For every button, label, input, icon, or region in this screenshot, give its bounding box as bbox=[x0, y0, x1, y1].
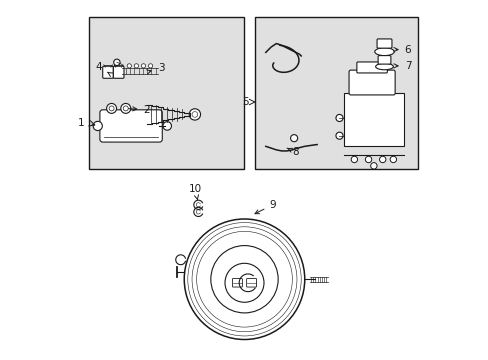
Circle shape bbox=[134, 64, 138, 68]
Text: 8: 8 bbox=[286, 147, 298, 157]
FancyBboxPatch shape bbox=[232, 279, 242, 287]
Circle shape bbox=[189, 109, 200, 120]
Circle shape bbox=[106, 103, 116, 113]
Circle shape bbox=[335, 132, 343, 139]
Ellipse shape bbox=[375, 63, 392, 70]
Circle shape bbox=[210, 246, 278, 313]
FancyBboxPatch shape bbox=[356, 62, 386, 73]
Circle shape bbox=[192, 112, 197, 117]
Text: 9: 9 bbox=[255, 200, 275, 214]
Text: 10: 10 bbox=[188, 184, 201, 199]
Circle shape bbox=[114, 59, 120, 66]
FancyBboxPatch shape bbox=[246, 279, 256, 287]
Bar bbox=[343, 93, 403, 146]
FancyBboxPatch shape bbox=[348, 70, 394, 95]
FancyBboxPatch shape bbox=[377, 55, 390, 64]
Circle shape bbox=[141, 64, 145, 68]
Text: 2: 2 bbox=[128, 105, 150, 115]
Text: 1: 1 bbox=[78, 118, 84, 128]
Circle shape bbox=[163, 122, 171, 130]
Circle shape bbox=[335, 114, 343, 122]
Circle shape bbox=[123, 106, 128, 111]
Circle shape bbox=[184, 219, 304, 339]
FancyBboxPatch shape bbox=[100, 110, 162, 142]
Circle shape bbox=[379, 156, 385, 163]
Bar bbox=[255, 17, 417, 169]
Circle shape bbox=[224, 263, 264, 302]
Bar bbox=[88, 17, 244, 169]
Circle shape bbox=[389, 156, 396, 163]
Text: 3: 3 bbox=[146, 63, 164, 74]
Circle shape bbox=[148, 64, 152, 68]
Circle shape bbox=[109, 106, 114, 111]
Circle shape bbox=[370, 163, 376, 169]
Circle shape bbox=[350, 156, 357, 163]
Text: 7: 7 bbox=[393, 61, 410, 71]
Text: 5: 5 bbox=[242, 97, 248, 107]
Ellipse shape bbox=[374, 48, 393, 55]
Circle shape bbox=[93, 121, 102, 131]
Circle shape bbox=[365, 156, 371, 163]
FancyBboxPatch shape bbox=[113, 66, 124, 78]
Circle shape bbox=[290, 135, 297, 142]
Circle shape bbox=[121, 103, 130, 113]
Circle shape bbox=[127, 64, 131, 68]
FancyBboxPatch shape bbox=[102, 66, 113, 78]
Text: 6: 6 bbox=[393, 45, 410, 55]
FancyBboxPatch shape bbox=[376, 39, 391, 48]
Text: 4: 4 bbox=[95, 62, 112, 77]
